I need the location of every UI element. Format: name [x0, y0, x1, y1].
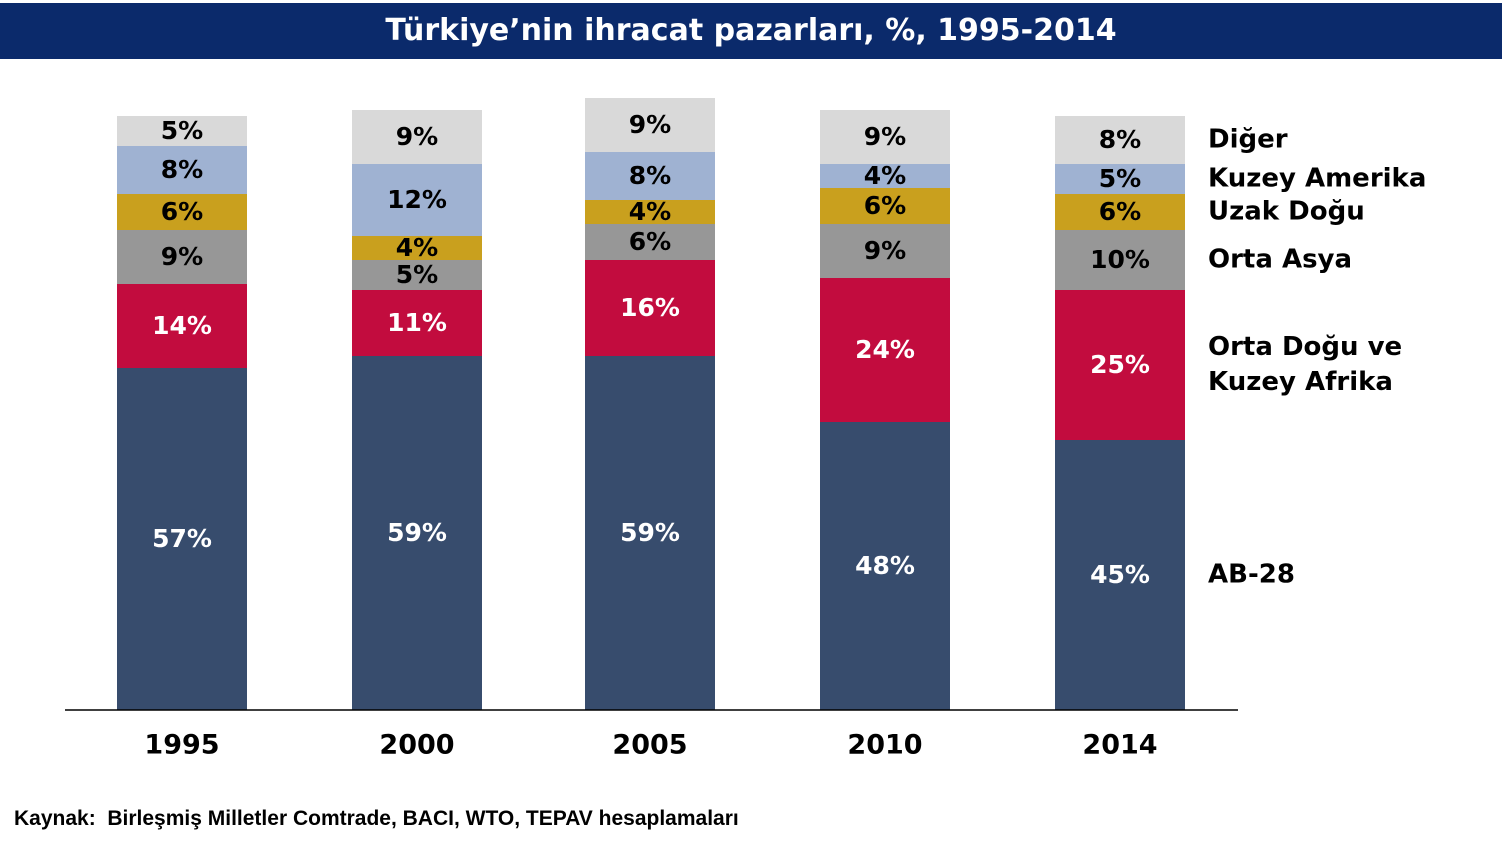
data-label: 59% [620, 518, 680, 547]
x-tick-label: 1995 [144, 730, 219, 761]
data-label: 14% [152, 311, 212, 340]
x-tick-label: 2014 [1082, 730, 1157, 761]
data-label: 5% [161, 116, 203, 145]
source-note: Kaynak: Birleşmiş Milletler Comtrade, BA… [14, 807, 739, 830]
legend-label: Orta Asya [1208, 244, 1353, 275]
data-label: 16% [620, 293, 680, 322]
data-label: 6% [864, 191, 906, 220]
bar-segment [117, 230, 247, 284]
bar-segment [117, 284, 247, 368]
data-label: 45% [1090, 560, 1150, 589]
bar-segment [585, 152, 715, 200]
data-label: 48% [855, 551, 915, 580]
bar-segment [820, 278, 950, 422]
bar-segment [352, 236, 482, 260]
data-label: 57% [152, 524, 212, 553]
x-tick-label: 2000 [379, 730, 454, 761]
legend-label: AB-28 [1208, 559, 1295, 590]
data-label: 9% [629, 110, 671, 139]
bar-segment [117, 116, 247, 146]
bar-segment [820, 422, 950, 710]
bar-segment [352, 290, 482, 356]
data-label: 24% [855, 335, 915, 364]
data-label: 9% [864, 122, 906, 151]
bar-segment [1055, 116, 1185, 164]
bar-segment [820, 164, 950, 188]
data-label: 9% [864, 236, 906, 265]
data-label: 8% [1099, 125, 1141, 154]
bar-segment [585, 224, 715, 260]
data-label: 4% [629, 197, 671, 226]
data-label: 8% [161, 155, 203, 184]
bar-segment [1055, 440, 1185, 710]
data-label: 4% [864, 161, 906, 190]
data-label: 11% [387, 308, 447, 337]
bar-segment [117, 194, 247, 230]
legend-label: Diğer [1208, 124, 1288, 155]
bar-segment [117, 368, 247, 710]
legend-label: Uzak Doğu [1208, 196, 1365, 227]
data-label: 10% [1090, 245, 1150, 274]
data-label: 6% [1099, 197, 1141, 226]
data-label: 59% [387, 518, 447, 547]
chart-title: Türkiye’nin ihracat pazarları, %, 1995-2… [0, 3, 1502, 59]
data-label: 6% [161, 197, 203, 226]
bar-segment [1055, 194, 1185, 230]
bar-segment [585, 98, 715, 152]
legend-label: Kuzey Amerika [1208, 163, 1427, 194]
bar-segment [352, 164, 482, 236]
legend-label: Orta Doğu ve Kuzey Afrika [1208, 332, 1403, 397]
data-label: 5% [1099, 164, 1141, 193]
bar-segment [352, 260, 482, 290]
data-label: 25% [1090, 350, 1150, 379]
bar-segment [820, 188, 950, 224]
x-tick-label: 2005 [612, 730, 687, 761]
x-tick-label: 2010 [847, 730, 922, 761]
data-label: 8% [629, 161, 671, 190]
data-label: 9% [396, 122, 438, 151]
bar-segment [1055, 164, 1185, 194]
data-label: 6% [629, 227, 671, 256]
bar-segment [585, 356, 715, 710]
data-label: 5% [396, 260, 438, 289]
data-label: 12% [387, 185, 447, 214]
bar-segment [585, 200, 715, 224]
bar-segment [820, 224, 950, 278]
bar-segment [820, 110, 950, 164]
bar-segment [352, 356, 482, 710]
data-label: 4% [396, 233, 438, 262]
bar-segment [1055, 290, 1185, 440]
data-label: 9% [161, 242, 203, 271]
bar-segment [585, 260, 715, 356]
bar-segment [1055, 230, 1185, 290]
bar-segment [352, 110, 482, 164]
bar-segment [117, 146, 247, 194]
